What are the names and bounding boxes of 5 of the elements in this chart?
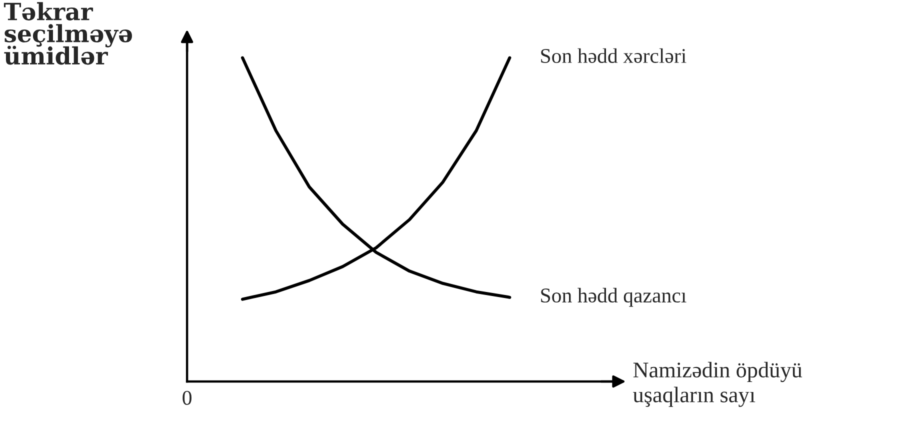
y-axis-title: Təkrar seçilməyə ümidlər xyxy=(4,2,132,65)
x-axis-title: Namizədin öpdüyü uşaqların sayı xyxy=(633,362,802,407)
series-label: Son hədd qazancı xyxy=(541,288,686,307)
text: 0 xyxy=(182,390,192,405)
series-label: Son hədd xərcləri xyxy=(541,48,686,63)
